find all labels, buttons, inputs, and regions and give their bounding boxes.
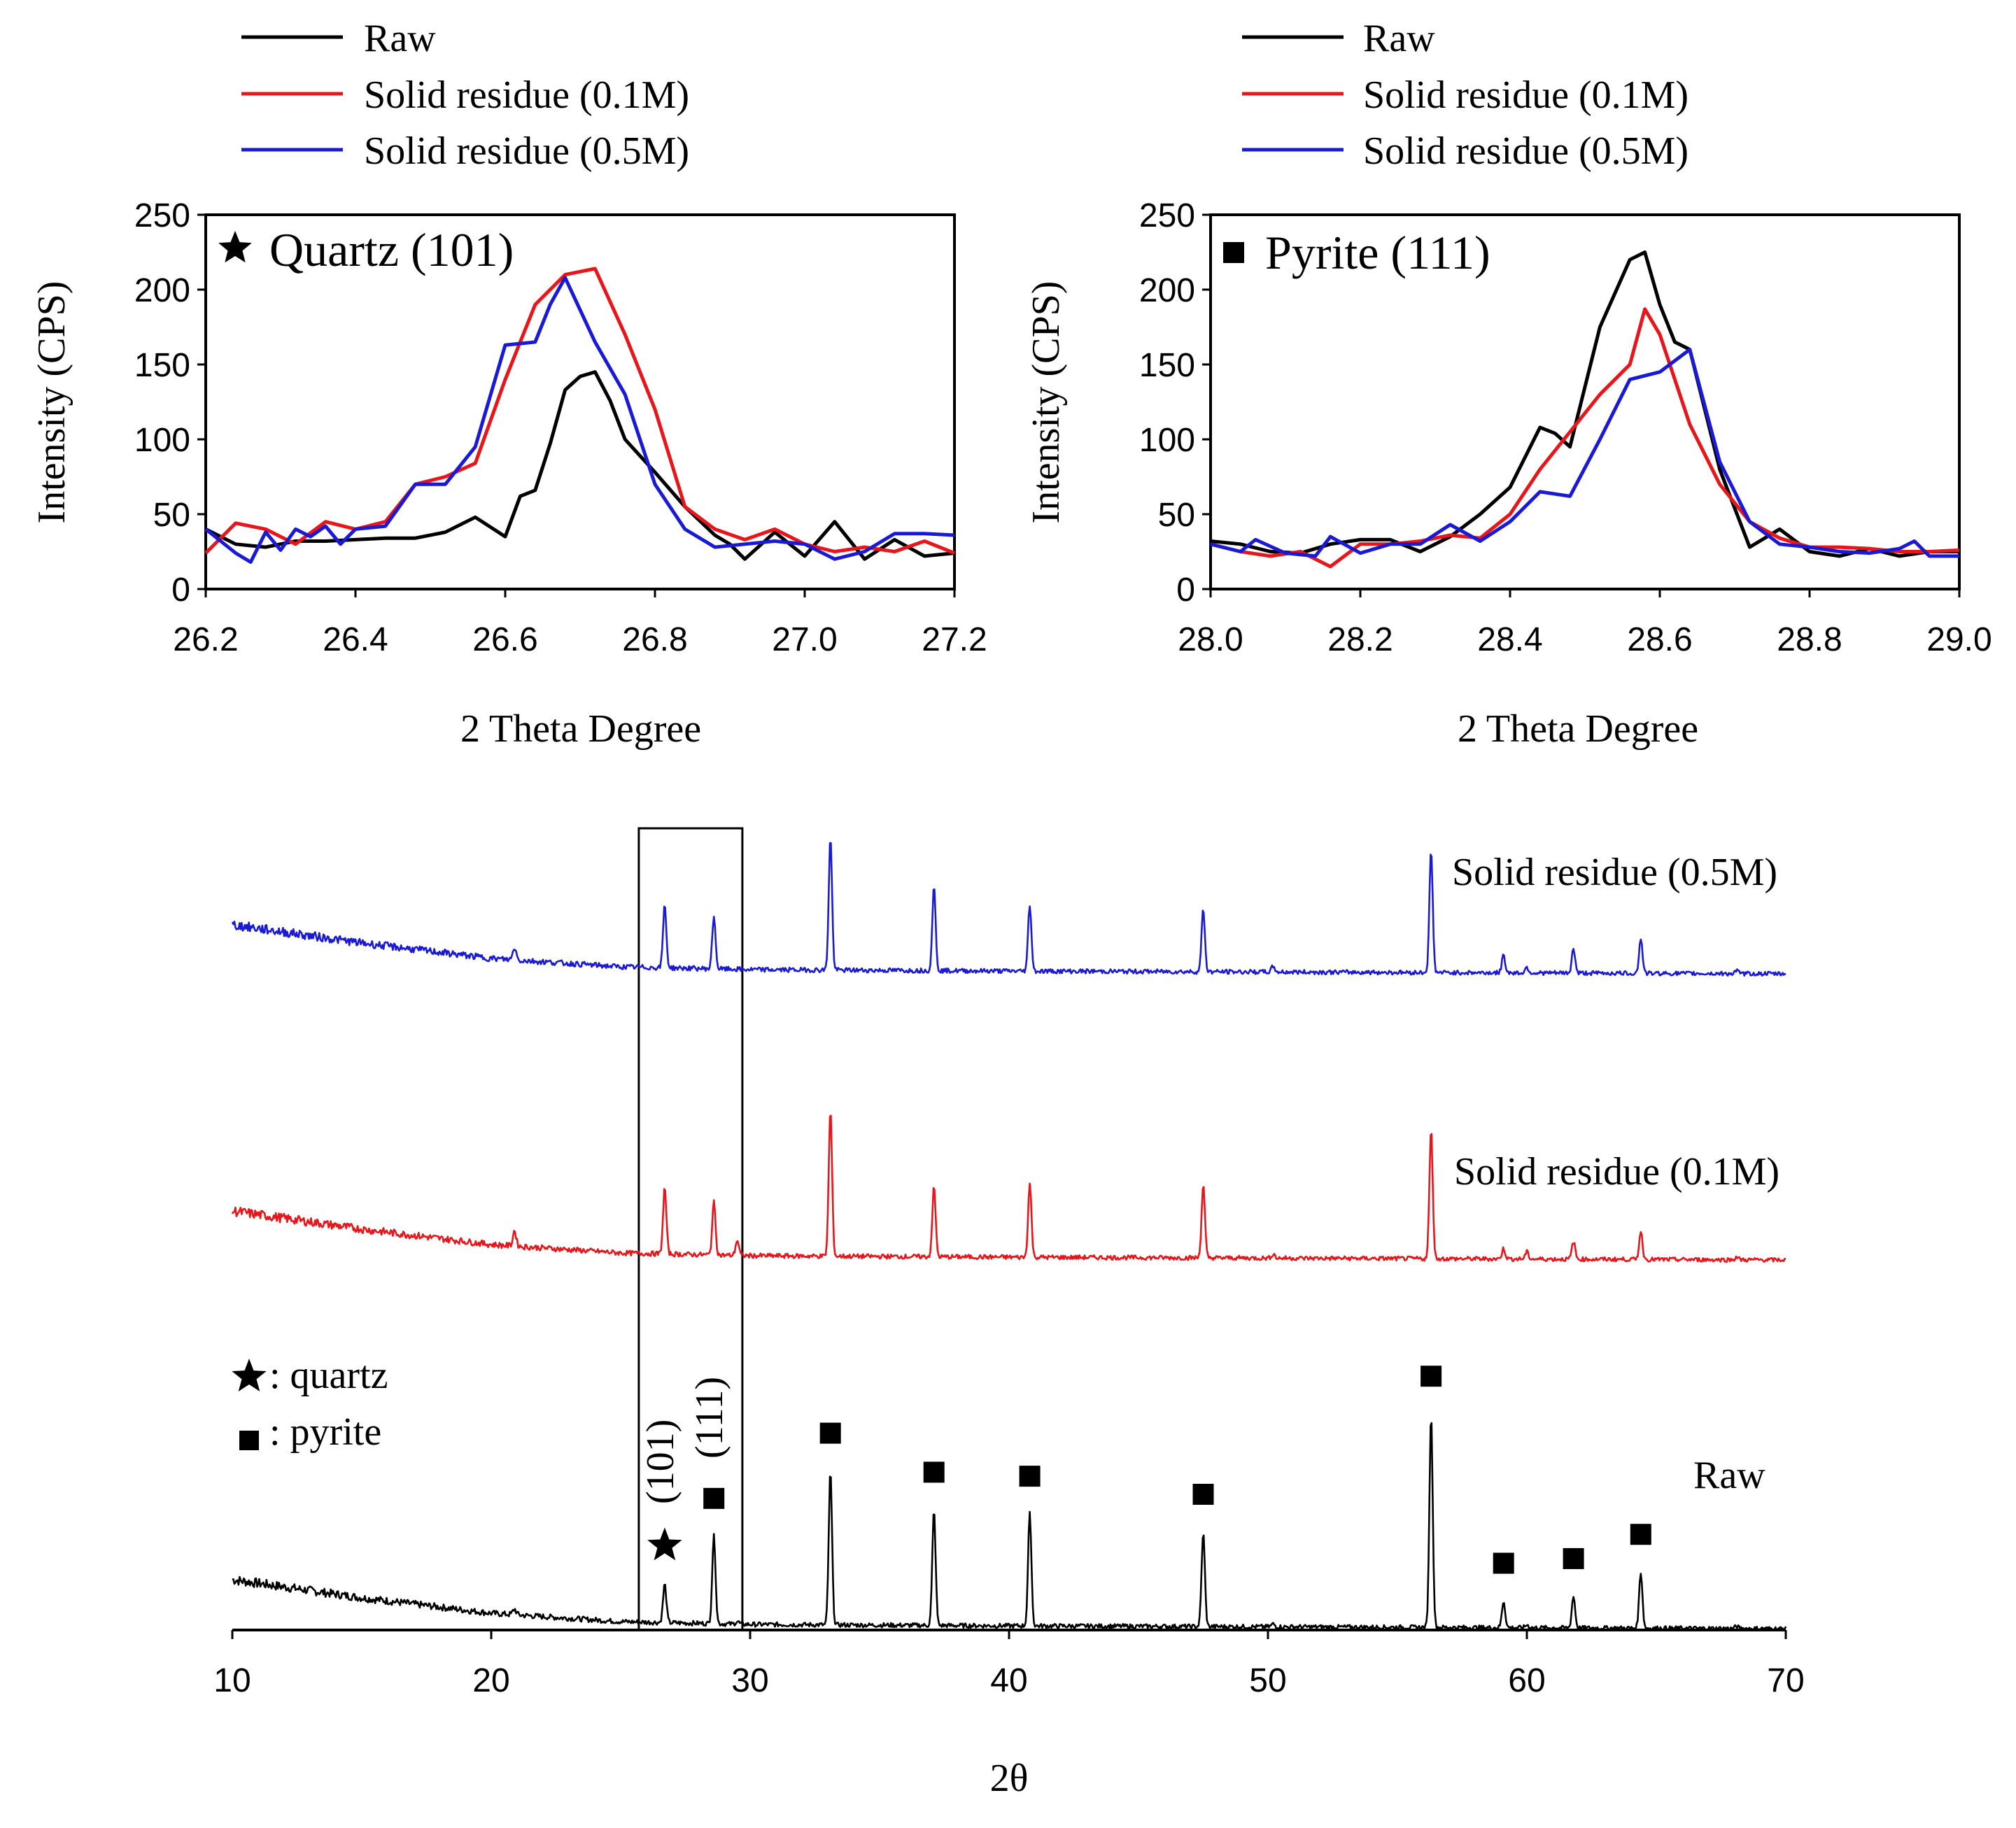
legend-label-raw: Raw <box>364 17 436 60</box>
series-label-solid-residue-0-5m: Solid residue (0.5M) <box>1452 851 1777 894</box>
series-line-solid-residue-0-5m <box>1210 348 1959 558</box>
y-tick-label: 250 <box>134 197 190 234</box>
square-icon <box>1019 1466 1041 1487</box>
phase-legend: : quartz : pyrite <box>232 1354 388 1454</box>
series-label-solid-residue-0-1m: Solid residue (0.1M) <box>1454 1150 1779 1193</box>
plot-area <box>231 842 1787 1632</box>
series-label-raw: Raw <box>1693 1454 1765 1497</box>
peak-label-111: (111) <box>688 1377 731 1459</box>
y-tick-label: 200 <box>1139 272 1195 309</box>
y-tick-label: 0 <box>1176 572 1195 609</box>
x-tick-label: 28.6 <box>1627 621 1692 658</box>
series-line-solid-residue-0-5m <box>204 276 955 564</box>
quartz-inset-panel: Raw Solid residue (0.1M) Solid residue (… <box>30 17 987 751</box>
x-axis-ticks: 28.0 28.2 28.4 28.6 28.8 29.0 <box>1178 589 1992 658</box>
square-icon <box>1421 1366 1442 1387</box>
x-tick-label: 10 <box>213 1662 251 1699</box>
x-tick-label: 29.0 <box>1926 621 1992 658</box>
legend-label-solid-residue-0-1m: Solid residue (0.1M) <box>1363 73 1689 117</box>
x-tick-label: 26.2 <box>173 621 238 658</box>
y-tick-label: 250 <box>1139 197 1195 234</box>
x-tick-label: 20 <box>472 1662 509 1699</box>
legend-label-solid-residue-0-5m: Solid residue (0.5M) <box>364 129 689 173</box>
square-icon <box>1223 242 1244 263</box>
x-tick-label: 27.0 <box>772 621 837 658</box>
series-line-raw <box>1210 250 1959 558</box>
series-line-solid-residue-0-1m <box>1210 307 1960 569</box>
annotation-quartz-101: Quartz (101) <box>269 223 514 276</box>
x-tick-label: 26.4 <box>323 621 388 658</box>
x-tick-label: 28.8 <box>1777 621 1842 658</box>
square-icon <box>1493 1552 1514 1574</box>
x-tick-label: 40 <box>990 1662 1027 1699</box>
plot-area <box>1210 250 1960 569</box>
y-tick-label: 100 <box>134 422 190 459</box>
square-icon <box>239 1431 259 1450</box>
x-tick-label: 28.4 <box>1477 621 1542 658</box>
x-axis-ticks: 26.2 26.4 26.6 26.8 27.0 27.2 <box>173 589 987 658</box>
x-tick-label: 28.0 <box>1178 621 1243 658</box>
legend-label-pyrite: : pyrite <box>269 1410 381 1454</box>
y-tick-label: 100 <box>1139 422 1195 459</box>
star-icon <box>232 1359 267 1391</box>
pattern-line-solid-residue-0-5m <box>231 842 1786 977</box>
peak-labels: (101)(111) <box>639 1377 731 1504</box>
legend-label-raw: Raw <box>1363 17 1435 60</box>
legend: Raw Solid residue (0.1M) Solid residue (… <box>1242 17 1689 173</box>
full-pattern-panel: 10 20 30 40 50 60 70 (101)(111) Solid residue … <box>213 827 1805 1800</box>
x-tick-label: 60 <box>1508 1662 1545 1699</box>
plot-area <box>204 267 955 564</box>
y-tick-label: 0 <box>171 572 190 609</box>
y-axis-ticks: 0 50 100 150 200 250 <box>1139 197 1211 609</box>
square-icon <box>923 1461 945 1483</box>
series-line-solid-residue-0-1m <box>204 267 955 555</box>
y-tick-label: 200 <box>134 272 190 309</box>
peak-label-101: (101) <box>639 1419 682 1504</box>
series-line-raw <box>204 370 955 561</box>
x-axis-title: 2θ <box>990 1757 1029 1800</box>
x-tick-label: 26.8 <box>622 621 687 658</box>
x-axis-ticks: 10 20 30 40 50 60 70 <box>213 1630 1805 1699</box>
highlight-box <box>637 827 744 1631</box>
x-tick-label: 28.2 <box>1327 621 1393 658</box>
y-axis-title: Intensity (CPS) <box>30 281 73 524</box>
x-tick-label: 50 <box>1249 1662 1286 1699</box>
y-tick-label: 50 <box>153 497 190 534</box>
legend-label-solid-residue-0-5m: Solid residue (0.5M) <box>1363 129 1689 173</box>
x-tick-label: 27.2 <box>922 621 987 658</box>
annotation-pyrite-111: Pyrite (111) <box>1265 226 1490 279</box>
peak-markers <box>647 1366 1651 1574</box>
square-icon <box>1192 1484 1214 1505</box>
square-icon <box>1630 1524 1651 1545</box>
legend: Raw Solid residue (0.1M) Solid residue (… <box>241 17 689 173</box>
x-axis-title: 2 Theta Degree <box>460 707 701 751</box>
legend-label-solid-residue-0-1m: Solid residue (0.1M) <box>364 73 689 117</box>
legend-label-quartz: : quartz <box>269 1354 388 1397</box>
y-tick-label: 50 <box>1158 497 1195 534</box>
pyrite-inset-panel: Raw Solid residue (0.1M) Solid residue (… <box>1024 17 1992 751</box>
star-icon <box>218 231 252 263</box>
square-icon <box>1563 1547 1584 1569</box>
y-axis-title: Intensity (CPS) <box>1024 281 1068 524</box>
star-icon <box>647 1527 682 1561</box>
y-tick-label: 150 <box>134 347 190 384</box>
x-tick-label: 30 <box>731 1662 768 1699</box>
pattern-line-solid-residue-0-1m <box>231 1114 1786 1263</box>
plot-frame <box>1209 213 1961 590</box>
y-axis-ticks: 0 50 100 150 200 250 <box>134 197 206 609</box>
square-icon <box>703 1487 725 1509</box>
x-tick-label: 70 <box>1767 1662 1804 1699</box>
x-axis-title: 2 Theta Degree <box>1458 707 1698 751</box>
square-icon <box>819 1422 841 1444</box>
x-tick-label: 26.6 <box>472 621 537 658</box>
plot-frame <box>204 213 956 590</box>
pattern-line-raw <box>232 1422 1787 1632</box>
y-tick-label: 150 <box>1139 347 1195 384</box>
